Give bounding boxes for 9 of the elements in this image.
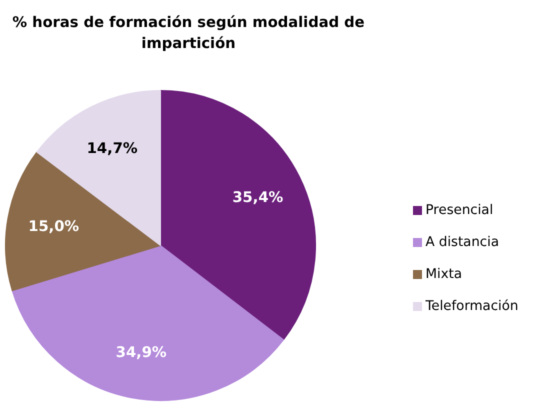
legend-label: Teleformación <box>424 299 518 314</box>
legend-label: Mixta <box>426 267 462 282</box>
data-label: 35,4% <box>232 188 284 206</box>
data-label: 34,9% <box>116 344 167 361</box>
chart-title: % horas de formación según modalidad de impartición <box>12 14 365 52</box>
data-label: 15,0% <box>28 218 80 236</box>
legend-label: Presencial <box>426 203 494 218</box>
data-label: 14,7% <box>86 140 138 157</box>
legend-label: A distancia <box>426 235 499 250</box>
